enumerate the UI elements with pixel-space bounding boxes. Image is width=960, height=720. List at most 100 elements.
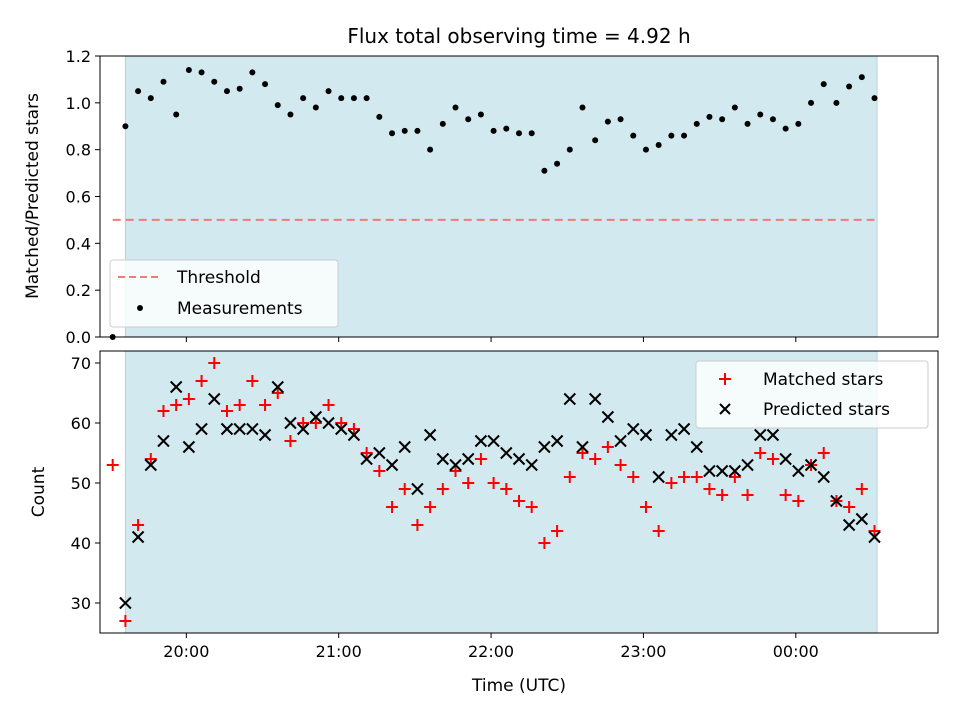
predicted-star-point	[411, 482, 424, 496]
matched-star-point	[119, 615, 132, 627]
predicted-star-point	[627, 422, 640, 436]
measurement-point	[325, 88, 332, 95]
measurement-point	[300, 95, 307, 102]
predicted-star-point	[182, 440, 196, 454]
matched-star-point	[639, 501, 652, 513]
legend-threshold-label: Threshold	[176, 268, 261, 288]
measurement-point	[439, 120, 446, 127]
matched-star-point	[233, 399, 246, 411]
predicted-star-point	[131, 530, 145, 544]
counts-panel: 30 40 50 60 70 20:00 21:00 22:00 23:00 00:00 Cou…	[29, 350, 939, 696]
measurement-point	[160, 78, 167, 85]
measurement-point	[833, 99, 840, 106]
matched-star-point	[220, 405, 233, 417]
measurement-point	[389, 130, 396, 137]
measurement-point	[820, 81, 827, 88]
predicted-star-point	[817, 470, 830, 484]
counts-legend: Matched stars Predicted stars	[695, 360, 929, 429]
measurement-point	[808, 99, 815, 106]
matched-star-point	[855, 483, 868, 495]
predicted-star-point	[690, 440, 703, 454]
predicted-star-point	[766, 428, 780, 442]
legend-matched-label: Matched stars	[763, 370, 883, 390]
counts-y-tick-label: 60	[71, 414, 91, 433]
predicted-star-point	[525, 458, 538, 472]
matched-star-point	[614, 459, 627, 471]
matched-star-point	[474, 453, 487, 465]
counts-y-tick-label: 40	[71, 534, 91, 553]
measurement-point	[198, 69, 205, 76]
predicted-star-point	[614, 434, 627, 448]
predicted-star-point	[436, 452, 450, 466]
predicted-star-point	[703, 464, 716, 478]
predicted-star-point	[220, 422, 234, 436]
measurement-point	[706, 113, 713, 120]
ratio-y-tick-label: 1.0	[66, 94, 91, 113]
measurement-point	[147, 95, 154, 102]
predicted-star-point	[550, 434, 564, 448]
predicted-star-point	[347, 428, 361, 442]
predicted-star-point	[588, 392, 602, 406]
measurement-point	[211, 78, 218, 85]
measurement-point	[173, 111, 180, 118]
predicted-star-point	[157, 434, 170, 448]
predicted-star-point	[462, 452, 475, 466]
predicted-star-point	[576, 440, 589, 454]
measurement-point	[617, 116, 624, 123]
matched-star-point	[132, 519, 145, 531]
ratio-y-tick-label: 0.4	[66, 234, 91, 253]
measurement-point	[465, 116, 472, 123]
measurement-point	[655, 141, 662, 148]
x-axis-label: Time (UTC)	[471, 676, 566, 696]
measurement-point	[236, 85, 243, 92]
predicted-star-point	[144, 458, 157, 472]
predicted-star-point	[741, 458, 754, 472]
predicted-star-point	[119, 596, 132, 610]
matched-star-point	[652, 525, 665, 537]
legend-predicted-label: Predicted stars	[763, 400, 890, 420]
matched-star-point	[259, 399, 272, 411]
measurement-point	[858, 74, 865, 81]
matched-star-point	[106, 459, 119, 471]
measurement-point	[630, 132, 637, 139]
ratio-panel: 0.0 0.2 0.4 0.6 0.8 1.0 1.2 Matched/Predicted …	[23, 47, 939, 347]
measurement-point	[376, 113, 383, 120]
matched-star-point	[703, 483, 716, 495]
measurement-point	[681, 132, 688, 139]
ratio-y-axis-label: Matched/Predicted stars	[23, 93, 43, 299]
predicted-star-point	[398, 440, 411, 454]
measurement-point	[287, 111, 294, 118]
matched-star-point	[246, 375, 259, 387]
predicted-star-point	[296, 422, 310, 436]
measurement-point	[338, 95, 345, 102]
measurement-point	[719, 116, 726, 123]
matched-star-point	[347, 423, 360, 435]
predicted-star-point	[258, 428, 272, 442]
matched-star-point	[297, 417, 310, 429]
matched-star-point	[538, 537, 551, 549]
matched-star-point	[360, 447, 373, 459]
matched-star-point	[716, 489, 729, 501]
measurement-point	[223, 88, 230, 95]
measurement-point	[566, 146, 573, 153]
matched-star-point	[487, 477, 500, 489]
predicted-star-point	[830, 494, 843, 508]
ratio-legend: Threshold Measurements	[109, 259, 339, 328]
matched-star-point	[309, 417, 322, 429]
legend-predicted-swatch	[719, 403, 731, 415]
matched-star-point	[322, 399, 335, 411]
matched-star-point	[195, 375, 208, 387]
predicted-star-point	[779, 452, 792, 466]
measurement-point	[579, 104, 586, 111]
matched-star-point	[525, 501, 538, 513]
measurement-point	[477, 111, 484, 118]
matched-star-point	[449, 465, 462, 477]
predicted-star-point	[639, 428, 653, 442]
measurement-point	[541, 167, 548, 174]
measurement-point	[274, 102, 281, 109]
matched-star-point	[386, 501, 399, 513]
matched-star-point	[500, 483, 513, 495]
matched-star-point	[398, 483, 411, 495]
ratio-plot-frame	[99, 55, 939, 338]
